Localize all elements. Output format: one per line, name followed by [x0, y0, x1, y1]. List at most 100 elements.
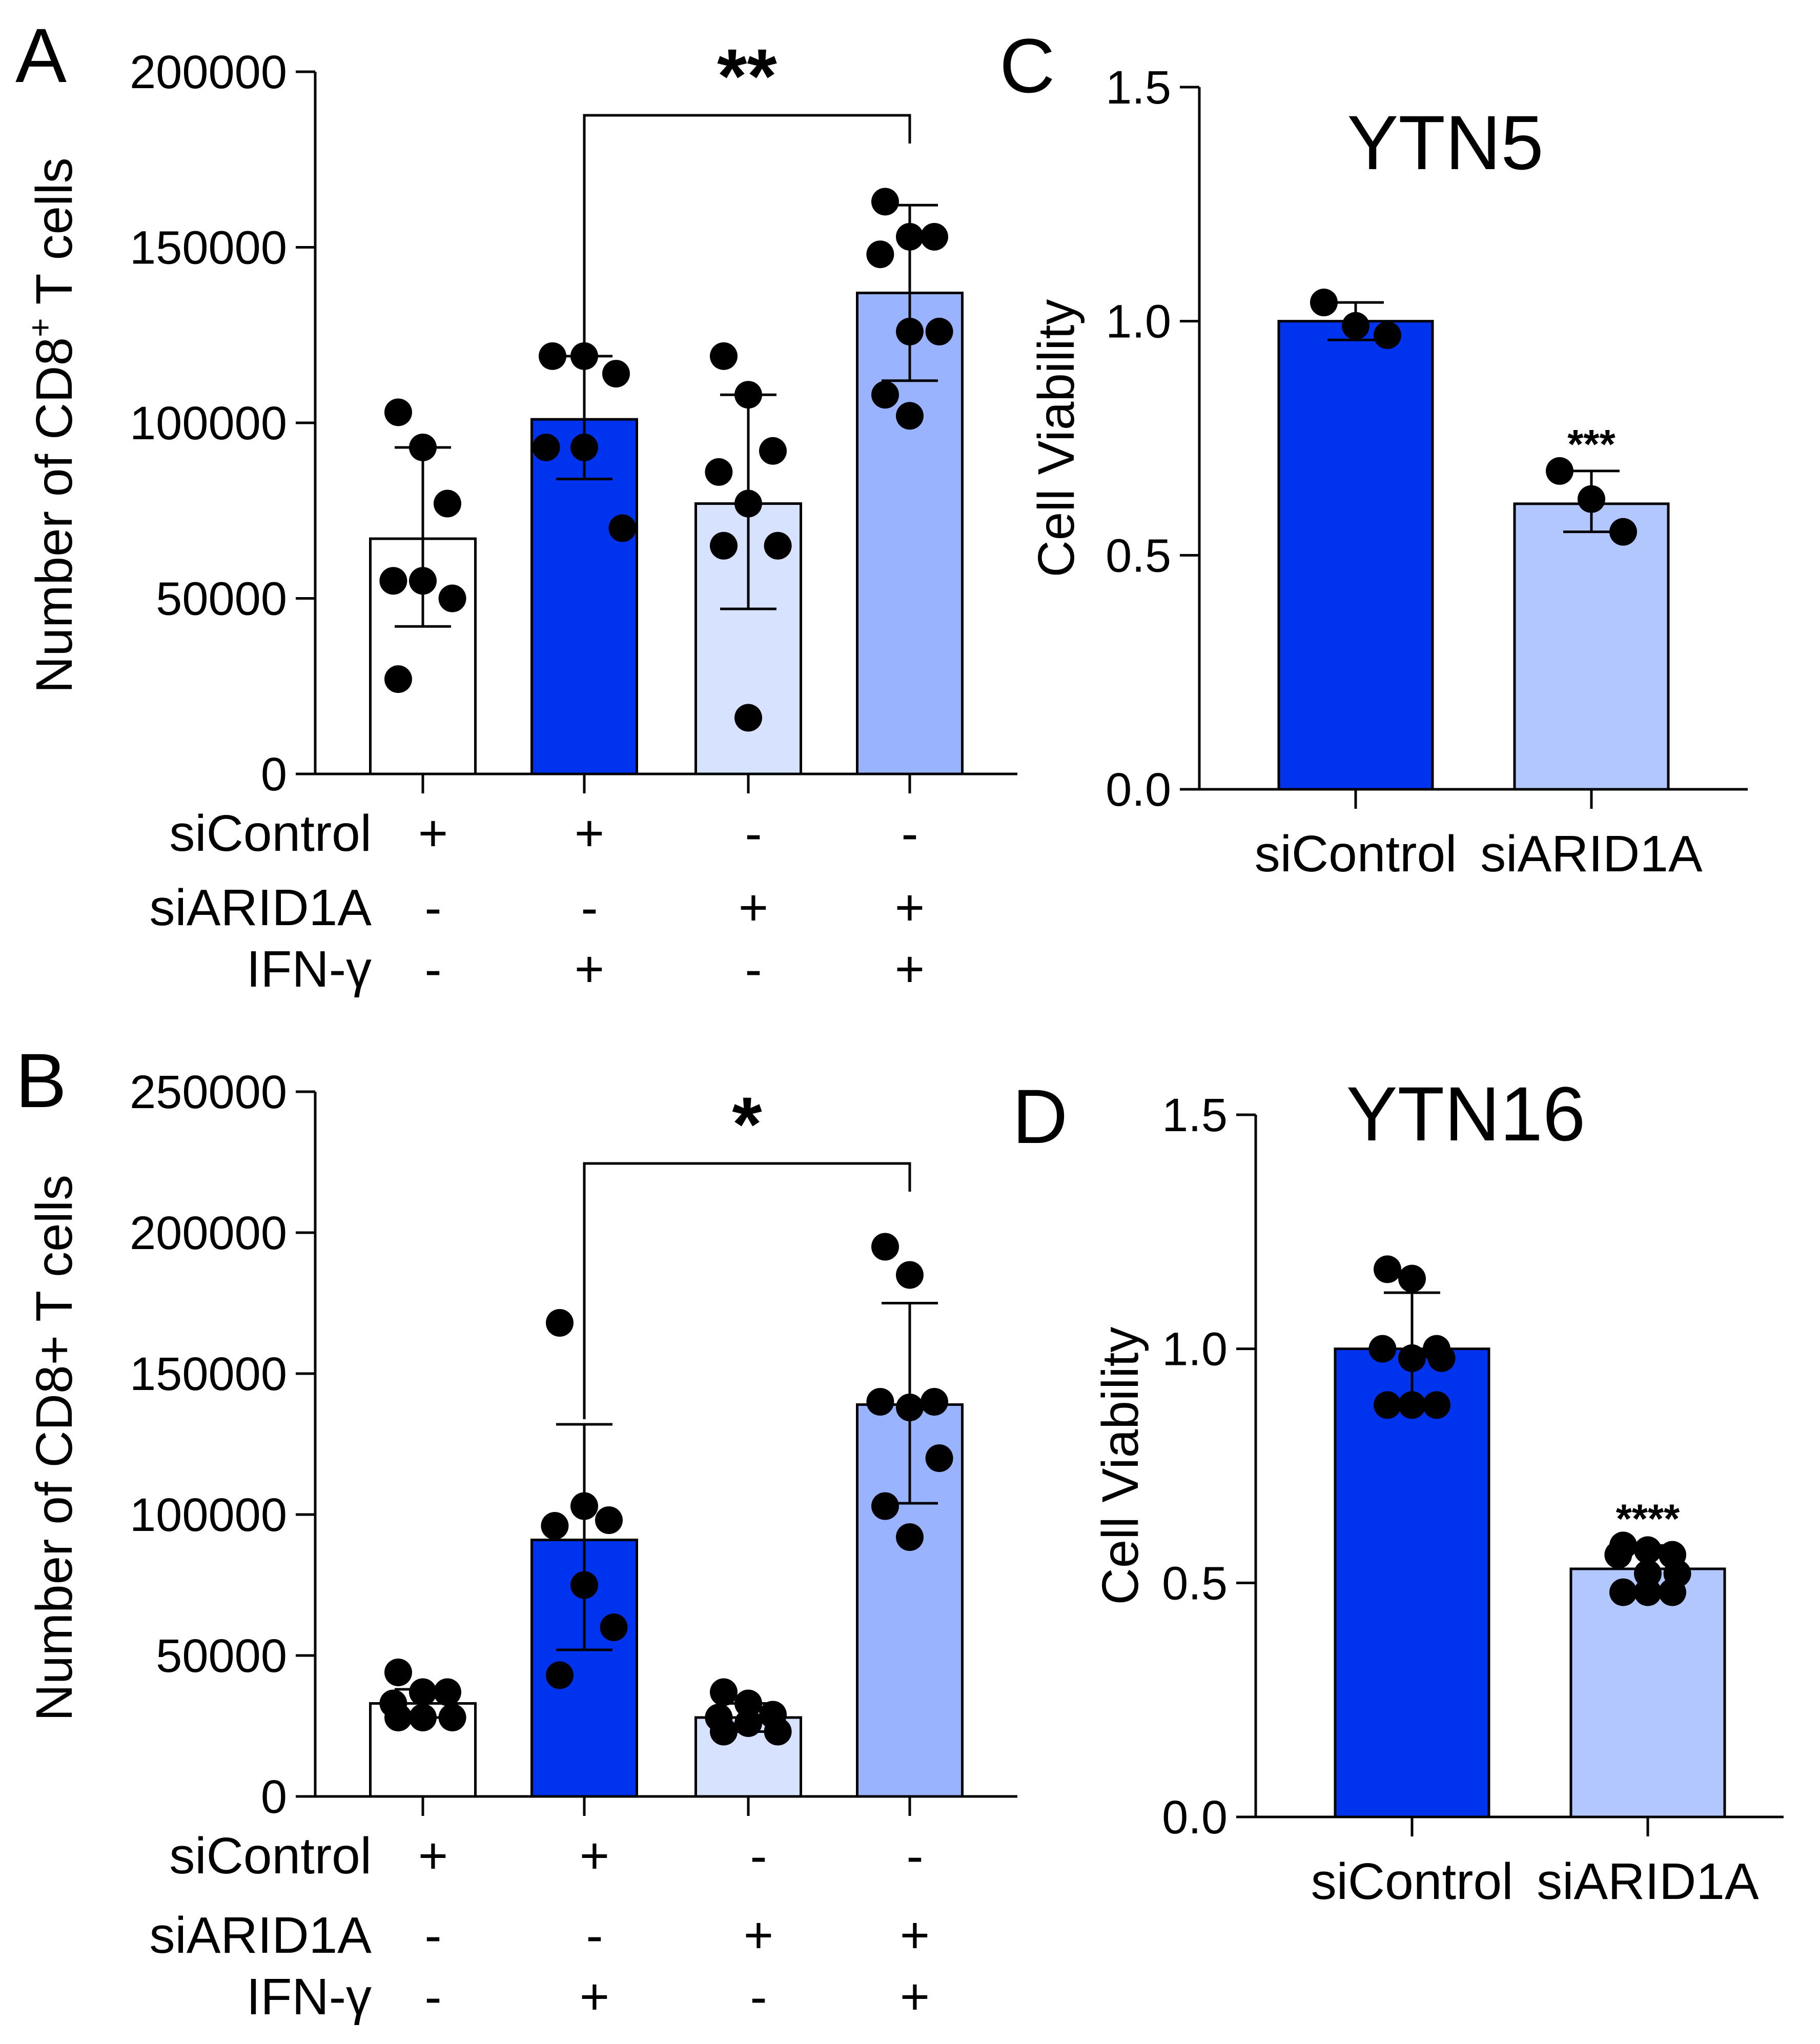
panel-c-ytick-label: 1.0 [1106, 296, 1171, 348]
panel-c-data-point [1546, 457, 1573, 485]
panel-b-condition-mark: + [744, 1907, 773, 1964]
panel-b-data-point [710, 1678, 738, 1706]
panel-b-plot: 0 50000 100000 150000 200000 250000 siControl +… [130, 1066, 1017, 2026]
panel-a-condition-mark: - [581, 879, 598, 936]
panel-a-data-point [710, 532, 738, 560]
panel-d-category-label: siARID1A [1537, 1853, 1759, 1910]
panel-a-data-point [570, 342, 598, 370]
panel-letter-a: A [15, 12, 67, 98]
panel-a-data-point [866, 240, 894, 269]
panel-b-data-point [921, 1388, 948, 1416]
panel-a-ytick-label: 50000 [156, 573, 287, 625]
panel-d: D YTN16 Cell Viability 0.0 0.5 1.0 1.5 siCon… [1012, 1071, 1784, 1910]
panel-c-significance-label: *** [1567, 421, 1615, 467]
panel-a-data-point [409, 567, 437, 595]
panel-a-data-point [710, 342, 738, 370]
panel-b-data-point [541, 1512, 569, 1540]
panel-b-condition-mark: + [580, 1827, 609, 1885]
panel-a-data-point [764, 532, 792, 560]
panel-d-data-point [1423, 1391, 1450, 1419]
panel-a-data-point [602, 360, 630, 388]
panel-b-condition-mark: - [750, 1827, 767, 1885]
panel-c-data-point [1578, 485, 1605, 513]
panel-a-condition-mark: + [739, 879, 768, 936]
panel-a-condition-mark: + [418, 805, 448, 862]
panel-d-title: YTN16 [1346, 1071, 1586, 1157]
panel-a-data-point [734, 489, 762, 518]
panel-c-category-label: siARID1A [1480, 825, 1703, 883]
panel-b-data-point [570, 1492, 598, 1520]
panel-b-condition-mark: - [424, 1907, 441, 1964]
panel-a-ytick-label: 100000 [130, 397, 287, 449]
panel-d-data-point [1604, 1541, 1632, 1569]
panel-a-data-point [384, 665, 412, 693]
panel-b-data-point [734, 1709, 762, 1737]
panel-d-data-point [1659, 1578, 1686, 1606]
panel-b-data-point [896, 1523, 924, 1551]
panel-b-data-point [871, 1492, 899, 1520]
panel-a-condition-mark: + [575, 805, 604, 862]
panel-b-data-point [384, 1704, 412, 1731]
panel-c: C YTN5 Cell Viability 0.0 0.5 1.0 1.5 siCont… [999, 23, 1748, 883]
panel-a-data-point [434, 489, 461, 518]
panel-b-data-point [866, 1388, 894, 1416]
panel-b-data-point [438, 1704, 466, 1731]
panel-a-condition-label: siControl [169, 805, 372, 862]
panel-a-condition-mark: - [745, 941, 762, 998]
panel-b-data-point [409, 1678, 437, 1706]
panel-b-ytick-label: 0 [261, 1771, 287, 1823]
panel-a-condition-label: siARID1A [150, 879, 372, 936]
panel-b-data-point [925, 1444, 953, 1472]
panel-b-data-point [595, 1506, 623, 1534]
panel-letter-d: D [1012, 1073, 1068, 1159]
panel-d-plot: 0.0 0.5 1.0 1.5 siControl siARID1A **** [1162, 1089, 1784, 1910]
panel-a-data-point [532, 433, 560, 461]
panel-b-data-point [546, 1661, 574, 1689]
panel-b-data-point [896, 1261, 924, 1289]
panel-c-data-point [1310, 289, 1338, 317]
panel-d-ytick-label: 1.0 [1162, 1323, 1228, 1376]
panel-c-category-label: siControl [1255, 825, 1457, 883]
panel-a-data-point [705, 458, 733, 486]
panel-d-category-label: siControl [1311, 1853, 1514, 1910]
panel-d-data-point [1634, 1536, 1662, 1564]
panel-a-data-point [379, 567, 407, 595]
panel-a-ytick-label: 150000 [130, 222, 287, 274]
panel-b-condition-mark: + [900, 1968, 930, 2026]
panel-b-data-point [896, 1394, 924, 1421]
panel-b-condition-mark: + [418, 1827, 448, 1885]
panel-a-data-point [570, 433, 598, 461]
panel-a-condition-mark: - [424, 879, 441, 936]
panel-letter-b: B [15, 1037, 67, 1123]
panel-d-data-point [1368, 1335, 1397, 1363]
panel-b-significance-bracket [583, 1162, 911, 1419]
panel-a-condition-mark: - [901, 805, 918, 862]
panel-d-bar [1334, 1347, 1490, 1818]
panel-a-data-point [896, 222, 924, 251]
panel-b-data-point [384, 1659, 412, 1686]
panel-b: B Number of CD8+ T cells 0 50000 100000 150… [15, 1037, 1017, 2026]
panel-a-data-point [438, 584, 466, 612]
panel-b-condition-mark: - [750, 1968, 767, 2026]
panel-b-condition-mark: - [586, 1907, 603, 1964]
panel-b-ytick-label: 50000 [156, 1630, 287, 1682]
panel-c-ylabel: Cell Viability [1028, 299, 1085, 578]
panel-b-ytick-label: 250000 [130, 1066, 287, 1118]
panel-a-significance-label: ** [717, 33, 777, 119]
panel-c-data-point [1609, 518, 1637, 546]
panel-a-condition-mark: + [895, 941, 925, 998]
panel-a-data-point [384, 398, 412, 426]
panel-b-condition-mark: + [900, 1907, 930, 1964]
panel-b-data-point [434, 1678, 461, 1706]
panel-a-data-point [734, 704, 762, 732]
panel-letter-c: C [999, 23, 1055, 109]
panel-a-data-point [871, 381, 899, 409]
panel-a-data-point [896, 317, 924, 345]
panel-a-ytick-label: 200000 [130, 46, 287, 98]
panel-a-data-point [759, 437, 787, 465]
panel-c-ytick-label: 1.5 [1106, 62, 1171, 114]
panel-d-ytick-label: 1.5 [1162, 1089, 1228, 1141]
panel-b-data-point [409, 1704, 437, 1731]
